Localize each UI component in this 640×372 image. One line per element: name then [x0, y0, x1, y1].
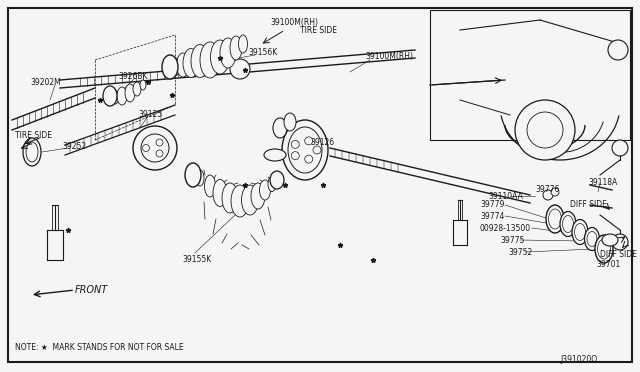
Ellipse shape [270, 171, 284, 189]
Ellipse shape [239, 35, 248, 53]
Ellipse shape [602, 234, 618, 246]
Circle shape [133, 126, 177, 170]
Circle shape [305, 137, 313, 145]
Ellipse shape [268, 176, 276, 192]
Text: 39774: 39774 [480, 212, 504, 221]
Circle shape [551, 188, 559, 196]
Text: 39110AA: 39110AA [488, 192, 523, 201]
Circle shape [612, 234, 628, 250]
Bar [430, 10, 630, 140]
Ellipse shape [140, 80, 146, 90]
Ellipse shape [177, 53, 189, 77]
Ellipse shape [231, 185, 249, 217]
Text: 39155K: 39155K [182, 255, 211, 264]
Ellipse shape [191, 45, 209, 77]
Circle shape [291, 152, 300, 160]
Ellipse shape [111, 90, 119, 104]
Text: 39100M(RH): 39100M(RH) [365, 52, 413, 61]
Ellipse shape [220, 38, 236, 68]
Ellipse shape [196, 170, 204, 186]
Ellipse shape [595, 235, 613, 263]
Text: 39156K: 39156K [248, 48, 277, 57]
Ellipse shape [587, 231, 597, 247]
Text: DIFF SIDE: DIFF SIDE [600, 250, 637, 259]
Text: FRONT: FRONT [75, 285, 108, 295]
Ellipse shape [222, 183, 238, 213]
Text: 39776: 39776 [535, 185, 559, 194]
Ellipse shape [563, 215, 573, 232]
Ellipse shape [264, 149, 286, 161]
Text: TIRE SIDE: TIRE SIDE [300, 26, 337, 35]
Ellipse shape [560, 212, 576, 237]
Text: 00928-13500: 00928-13500 [480, 224, 531, 233]
Circle shape [156, 150, 163, 157]
Ellipse shape [284, 113, 296, 131]
Circle shape [141, 134, 169, 162]
Circle shape [527, 112, 563, 148]
Circle shape [313, 146, 321, 154]
Circle shape [143, 144, 150, 151]
Ellipse shape [273, 118, 287, 138]
Text: 39118A: 39118A [588, 178, 617, 187]
Text: 39100M(RH): 39100M(RH) [270, 18, 318, 27]
Ellipse shape [575, 224, 586, 241]
Circle shape [612, 140, 628, 156]
Ellipse shape [282, 120, 328, 180]
Ellipse shape [125, 84, 135, 102]
Ellipse shape [162, 55, 178, 79]
Circle shape [515, 100, 575, 160]
Text: TIRE SIDE: TIRE SIDE [15, 131, 52, 140]
Text: 39252: 39252 [62, 142, 86, 151]
Text: 39775: 39775 [500, 236, 524, 245]
Circle shape [543, 190, 553, 200]
Ellipse shape [205, 175, 216, 197]
Ellipse shape [259, 180, 271, 200]
Ellipse shape [598, 239, 611, 259]
Circle shape [291, 140, 300, 148]
Ellipse shape [200, 42, 220, 78]
Ellipse shape [133, 82, 141, 96]
Ellipse shape [183, 48, 199, 77]
Ellipse shape [241, 185, 259, 215]
Ellipse shape [230, 36, 242, 60]
Ellipse shape [548, 209, 561, 229]
Ellipse shape [170, 58, 180, 76]
Ellipse shape [213, 180, 227, 206]
Ellipse shape [211, 40, 230, 74]
Text: 3926BK: 3926BK [118, 72, 147, 81]
Text: 39126: 39126 [310, 138, 334, 147]
Text: 39125: 39125 [138, 110, 162, 119]
Ellipse shape [103, 86, 117, 106]
Ellipse shape [251, 183, 265, 209]
Text: 39202M: 39202M [30, 78, 61, 87]
Ellipse shape [23, 138, 41, 166]
Circle shape [230, 59, 250, 79]
Ellipse shape [572, 219, 588, 244]
Circle shape [608, 40, 628, 60]
Ellipse shape [546, 205, 564, 233]
Ellipse shape [26, 142, 38, 162]
Ellipse shape [185, 163, 201, 187]
Text: 39779: 39779 [480, 200, 504, 209]
Ellipse shape [584, 228, 600, 250]
Ellipse shape [288, 127, 322, 173]
Circle shape [156, 139, 163, 146]
Text: J391020Q: J391020Q [560, 355, 597, 364]
Ellipse shape [117, 87, 127, 105]
Text: NOTE: ★  MARK STANDS FOR NOT FOR SALE: NOTE: ★ MARK STANDS FOR NOT FOR SALE [15, 343, 184, 352]
Circle shape [305, 155, 313, 163]
Text: DIFF SIDE: DIFF SIDE [570, 200, 607, 209]
Text: 39701: 39701 [596, 260, 620, 269]
Text: 39752: 39752 [508, 248, 532, 257]
